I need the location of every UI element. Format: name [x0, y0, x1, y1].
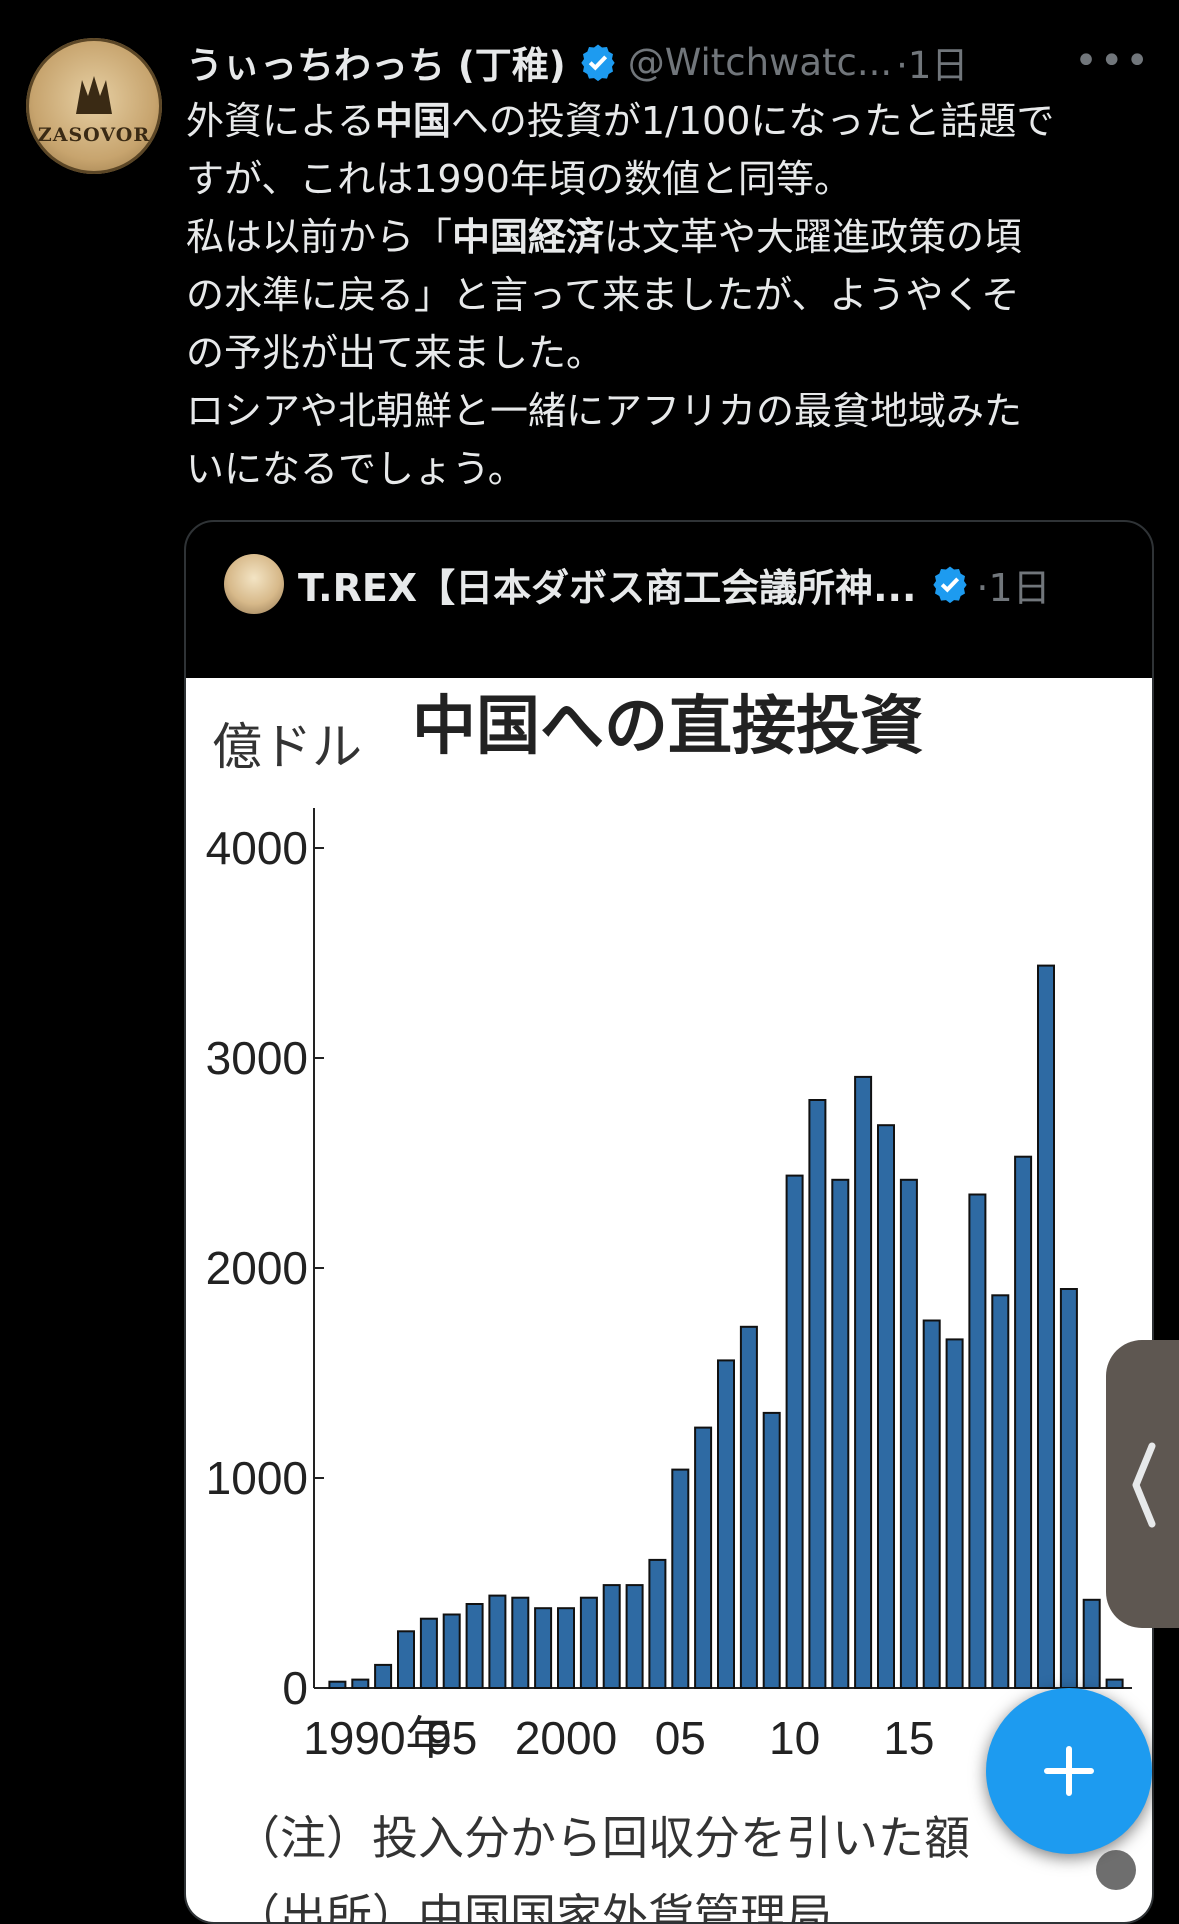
y-tick-label: 1000: [206, 1452, 308, 1504]
bar-1997: [488, 1594, 507, 1689]
avatar-emblem-icon: [76, 76, 112, 114]
bar-1991: [351, 1678, 370, 1689]
chart-source: （出所）中国国家外貨管理局: [234, 1890, 832, 1924]
x-tick-label: 1990年: [303, 1712, 451, 1764]
bar-2020: [1014, 1155, 1033, 1689]
verified-badge-icon: [581, 44, 615, 82]
author-display-name[interactable]: うぃっちわっち (丁稚): [186, 44, 566, 87]
bar-2001: [579, 1596, 598, 1690]
y-tick-label: 0: [282, 1662, 308, 1714]
author-handle[interactable]: @Witchwatc...: [627, 40, 893, 84]
y-tick-label: 3000: [206, 1032, 308, 1084]
quoted-author-avatar[interactable]: [224, 554, 284, 614]
bar-1995: [442, 1613, 461, 1689]
y-tick-labels: 0 1000 2000 3000 4000: [206, 822, 308, 1714]
bar-1996: [465, 1603, 484, 1689]
bar-2021: [1037, 964, 1055, 1690]
chart-title: 中国への直接投資: [412, 690, 924, 762]
bar-1993: [397, 1630, 415, 1689]
bar-2008: [739, 1325, 758, 1689]
bar-2002: [602, 1584, 621, 1689]
lens-icon[interactable]: [1096, 1850, 1136, 1890]
side-panel-handle[interactable]: [1106, 1340, 1179, 1628]
tweet-line: の水準に戻る」と言って来ましたが、ようやくそ: [186, 273, 1020, 317]
verified-badge-icon: [933, 566, 968, 604]
x-tick-label: 10: [769, 1712, 820, 1764]
bar-2023: [1082, 1598, 1101, 1689]
quoted-tweet-header: T.REX【日本ダボス商工会議所神... ·1日: [224, 552, 1132, 616]
chevron-left-icon: [1132, 1442, 1156, 1528]
bar-2011: [808, 1099, 827, 1689]
bar-1998: [511, 1596, 530, 1690]
y-tick-label: 2000: [206, 1242, 308, 1294]
bar-2000: [557, 1607, 575, 1690]
x-tick-label: 05: [655, 1712, 706, 1764]
bar-2005: [671, 1468, 690, 1689]
bar-2022: [1059, 1288, 1078, 1689]
quoted-author-name[interactable]: T.REX【日本ダボス商工会議所神...: [298, 565, 917, 610]
more-icon[interactable]: •••: [1074, 38, 1151, 84]
tweet-line: いになるでしょう。: [186, 447, 526, 491]
x-tick-label: 95: [426, 1712, 477, 1764]
bar-1990: [328, 1680, 347, 1690]
bar-2024: [1105, 1678, 1124, 1689]
bar-2016: [922, 1319, 941, 1689]
bar-2003: [625, 1584, 644, 1689]
bar-2004: [648, 1558, 667, 1690]
bar-2006: [694, 1426, 713, 1689]
tweet-header: うぃっちわっち (丁稚) @Witchwatc... ·1日 •••: [186, 34, 1159, 90]
bar-2013: [854, 1075, 873, 1689]
bar-2010: [785, 1174, 804, 1690]
plus-icon: [1044, 1746, 1094, 1796]
quoted-tweet-time[interactable]: ·1日: [976, 565, 1051, 610]
chart-bars: [328, 964, 1124, 1690]
avatar-label: ZASOVOR: [37, 124, 151, 146]
bar-1999: [534, 1607, 553, 1690]
bar-1992: [374, 1663, 393, 1690]
bar-2009: [762, 1411, 781, 1690]
bar-2007: [717, 1359, 735, 1690]
y-axis-label: 億ドル: [212, 719, 362, 775]
chart-note: （注）投入分から回収分を引いた額: [234, 1812, 970, 1864]
x-tick-label: 2000: [515, 1712, 617, 1764]
tweet-line: の予兆が出て来ました。: [186, 331, 605, 375]
tweet-time[interactable]: ·1日: [896, 44, 969, 87]
bar-2012: [831, 1178, 850, 1689]
bar-2019: [991, 1294, 1010, 1689]
x-tick-label: 15: [883, 1712, 934, 1764]
tweet-line: 外資による中国への投資が1/100になったと話題で: [186, 99, 1055, 143]
tweet-line: 私は以前から「中国経済は文革や大躍進政策の頃: [186, 215, 1023, 259]
tweet-body: 外資による中国への投資が1/100になったと話題で すが、これは1990年頃の数…: [186, 92, 1146, 498]
bar-2017: [945, 1338, 964, 1690]
compose-button[interactable]: [986, 1688, 1152, 1854]
bar-2018: [968, 1193, 987, 1689]
author-avatar[interactable]: ZASOVOR: [26, 38, 162, 174]
y-tick-label: 4000: [206, 822, 308, 874]
bar-2014: [877, 1124, 895, 1689]
tweet-line: ロシアや北朝鮮と一緒にアフリカの最貧地域みた: [186, 389, 1023, 433]
tweet-line: すが、これは1990年頃の数値と同等。: [186, 157, 852, 201]
bar-1994: [419, 1617, 438, 1690]
bar-2015: [899, 1178, 918, 1689]
